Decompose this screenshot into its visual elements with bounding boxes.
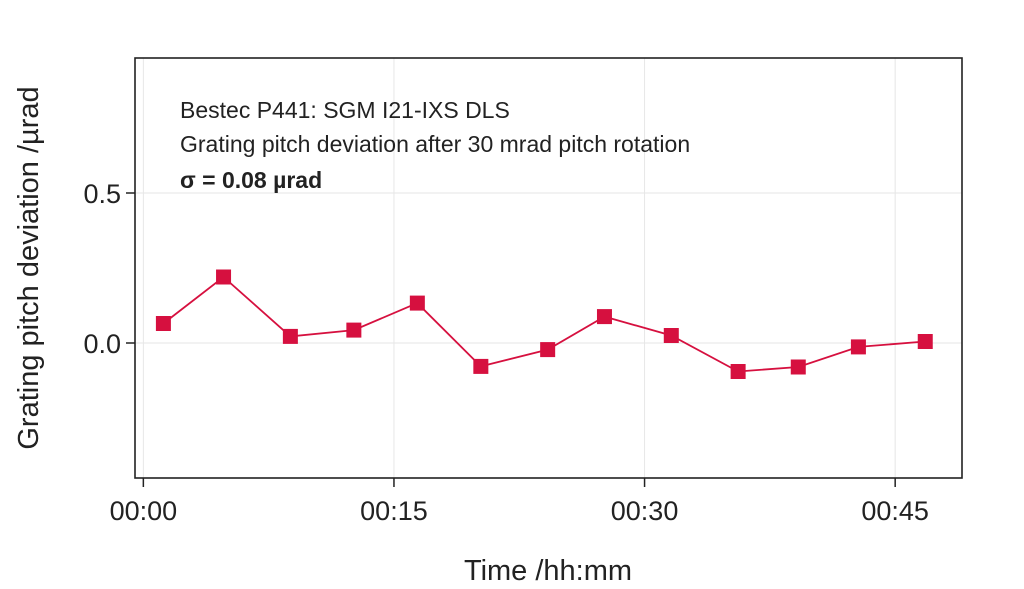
x-tick-label: 00:00 — [110, 496, 178, 526]
x-tick-label: 00:15 — [360, 496, 428, 526]
data-point — [540, 342, 556, 358]
data-point — [917, 334, 933, 349]
annotation-description: Grating pitch deviation after 30 mrad pi… — [180, 131, 690, 157]
data-point — [790, 359, 806, 375]
data-point — [155, 316, 171, 331]
y-tick-label: 0.5 — [83, 179, 121, 209]
annotation-sigma: σ = 0.08 µrad — [180, 167, 322, 193]
series-line — [162, 275, 926, 373]
x-tick-label: 00:45 — [861, 496, 929, 526]
data-point — [850, 339, 866, 355]
data-point — [282, 328, 298, 344]
series — [155, 269, 933, 379]
data-point — [346, 322, 362, 338]
plot-frame — [134, 57, 963, 479]
y-tick-label: 0.0 — [83, 329, 121, 359]
data-point — [409, 295, 425, 311]
x-axis-title: Time /hh:mm — [464, 555, 632, 587]
data-point — [730, 364, 746, 379]
x-tick-label: 00:30 — [611, 496, 679, 526]
annotation-instrument: Bestec P441: SGM I21-IXS DLS — [180, 97, 510, 123]
ticks: 00:00 00:15 00:30 00:45 0.0 0.5 — [83, 179, 929, 526]
data-point — [473, 358, 489, 374]
data-point — [663, 328, 679, 343]
data-point — [216, 269, 232, 285]
y-axis-title: Grating pitch deviation /µrad — [13, 86, 45, 449]
data-point — [596, 309, 612, 325]
